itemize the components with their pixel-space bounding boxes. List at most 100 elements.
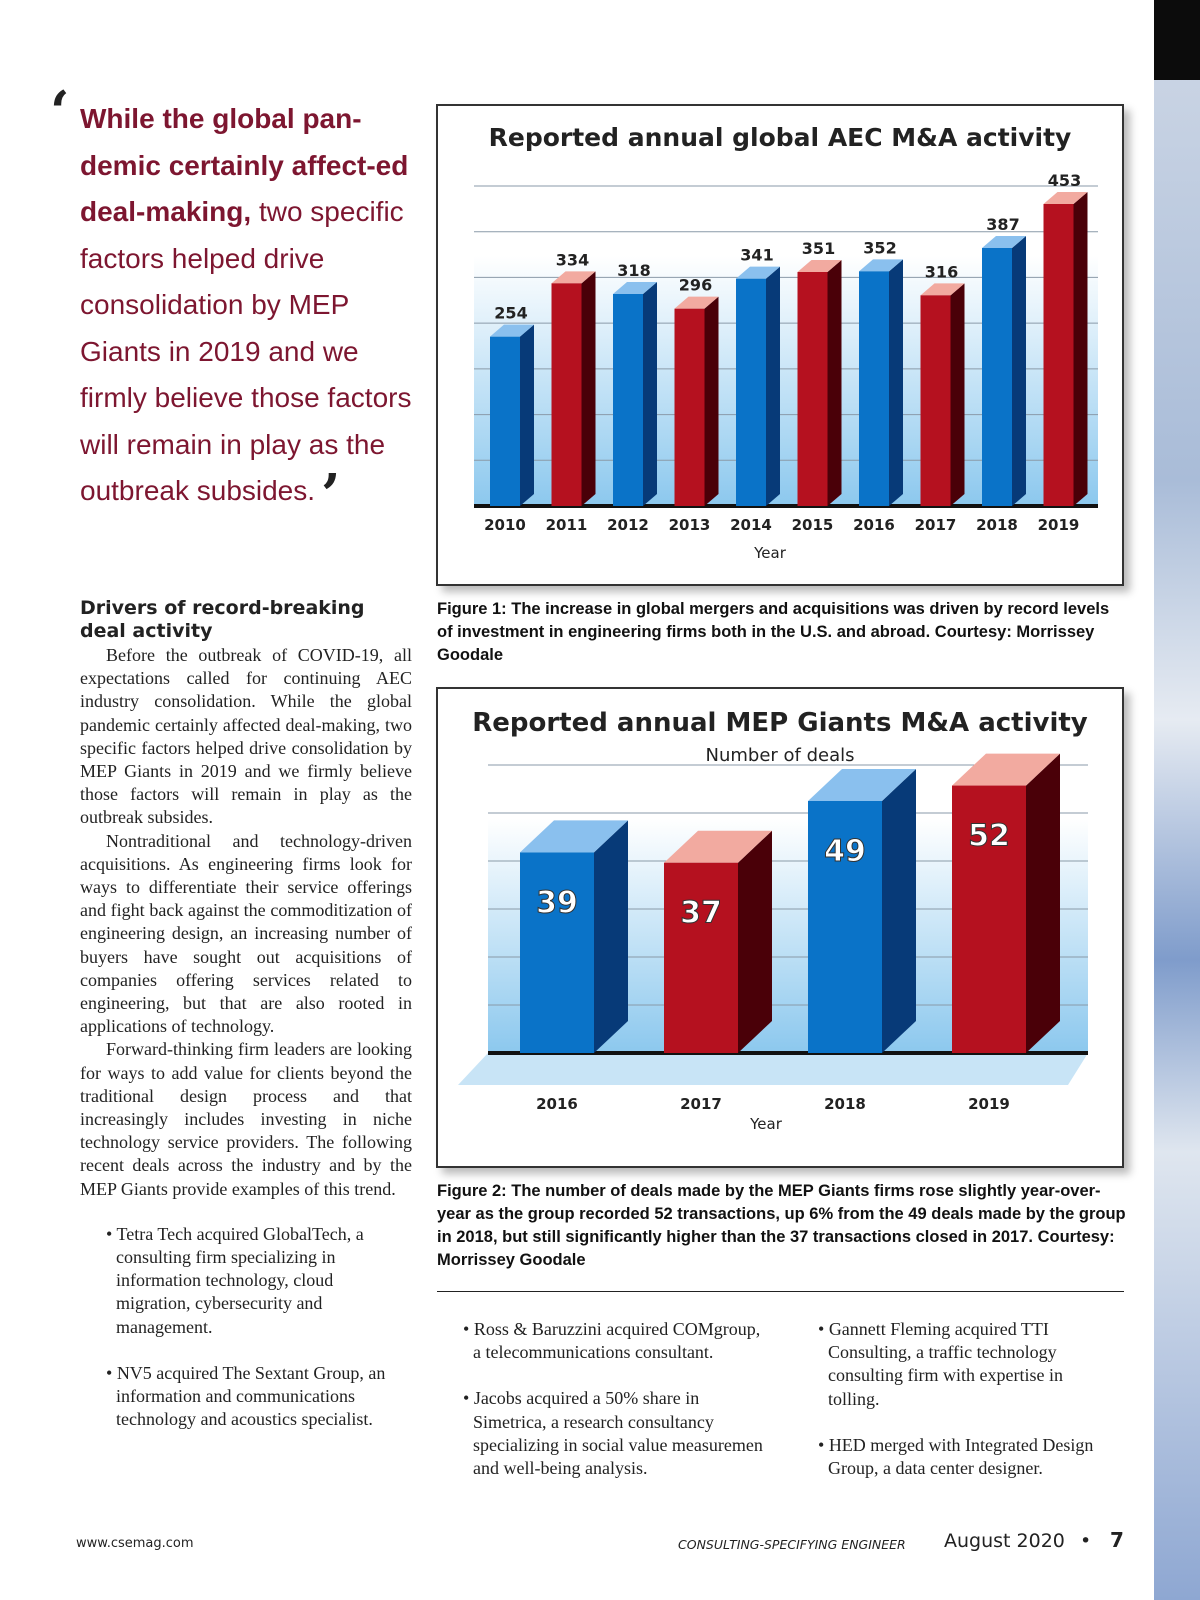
section-heading: Drivers of record-breaking deal activity: [80, 597, 365, 642]
chart-title: Reported annual global AEC M&A activity: [489, 123, 1072, 152]
x-tick-label: 2014: [730, 516, 772, 534]
bar-side: [594, 820, 628, 1053]
x-tick-label: 2013: [669, 516, 711, 534]
list-item: • Jacobs acquired a 50% share in Simetri…: [463, 1388, 763, 1479]
footer-magazine: CONSULTING-SPECIFYING ENGINEER: [678, 1537, 906, 1552]
bar-top: [920, 283, 965, 296]
bar-side: [950, 283, 965, 506]
data-label: 318: [617, 261, 650, 280]
data-label: 254: [494, 304, 527, 323]
data-label: 39: [536, 885, 578, 920]
bar-side: [704, 296, 719, 506]
open-quote-icon: ‘: [50, 79, 70, 145]
footer-date: August 2020: [944, 1530, 1065, 1552]
bar-top: [808, 769, 916, 801]
bar: [859, 271, 889, 506]
data-label: 351: [802, 239, 835, 258]
bar: [674, 308, 705, 506]
bar-top: [551, 271, 596, 284]
x-tick-label: 2019: [1038, 516, 1080, 534]
list-item: • Ross & Baruzzini acquired COMgroup, a …: [463, 1319, 761, 1363]
bar: [613, 294, 643, 506]
cover-photo-strip: [1154, 0, 1200, 1600]
data-label: 49: [824, 834, 866, 869]
bar-side: [1026, 753, 1060, 1053]
x-tick-label: 2018: [824, 1095, 866, 1113]
figure-1-chart: Reported annual global AEC M&A activity 2…: [436, 104, 1124, 586]
article-body: Before the outbreak of COVID-19, all exp…: [80, 644, 412, 1201]
bar-side: [882, 769, 916, 1053]
bullet-list-middle: • Ross & Baruzzini acquired COMgroup, a …: [463, 1318, 763, 1480]
data-label: 341: [740, 246, 773, 265]
data-label: 387: [986, 215, 1019, 234]
figure-2-chart: Reported annual MEP Giants M&A activity N…: [436, 687, 1124, 1168]
paragraph: Before the outbreak of COVID-19, all exp…: [80, 645, 412, 828]
bar-side: [827, 260, 842, 506]
x-axis-label: Year: [749, 1115, 783, 1133]
bar-top: [736, 266, 780, 279]
x-tick-label: 2018: [976, 516, 1018, 534]
data-label: 334: [556, 250, 589, 269]
bar: [797, 272, 828, 506]
x-tick-label: 2017: [680, 1095, 722, 1113]
divider: [437, 1291, 1124, 1292]
x-tick-label: 2012: [607, 516, 649, 534]
x-tick-label: 2015: [792, 516, 834, 534]
x-tick-label: 2016: [536, 1095, 578, 1113]
bar-side: [766, 266, 780, 506]
bullet-list-right: • Gannett Fleming acquired TTI Consultin…: [818, 1318, 1108, 1480]
x-tick-label: 2016: [853, 516, 895, 534]
list-item: • Gannett Fleming acquired TTI Consultin…: [818, 1319, 1063, 1409]
bar: [520, 852, 594, 1053]
bar: [551, 283, 582, 506]
data-label: 453: [1048, 171, 1081, 190]
bar: [736, 278, 766, 506]
bar: [490, 336, 520, 506]
bar-top: [982, 236, 1026, 248]
paragraph: Forward-thinking firm leaders are lookin…: [80, 1039, 412, 1199]
x-tick-label: 2010: [484, 516, 526, 534]
bar-side: [1073, 192, 1088, 506]
x-tick-label: 2019: [968, 1095, 1010, 1113]
left-column: Drivers of record-breaking deal activity…: [80, 597, 412, 1432]
paragraph: Nontraditional and technology-driven acq…: [80, 830, 412, 1037]
data-label: 52: [968, 819, 1010, 854]
pull-quote: While the global pan-demic certainly aff…: [80, 103, 412, 528]
bar-side: [520, 324, 534, 506]
chart-subtitle: Number of deals: [705, 745, 854, 766]
figure-2-caption: Figure 2: The number of deals made by th…: [437, 1182, 1126, 1269]
list-item: • Tetra Tech acquired GlobalTech, a cons…: [106, 1223, 364, 1337]
bar: [808, 801, 882, 1053]
footer-bullet: •: [1080, 1530, 1092, 1552]
data-label: 296: [679, 276, 712, 295]
x-axis-label: Year: [753, 544, 787, 562]
list-item: • NV5 acquired The Sextant Group, an inf…: [106, 1362, 386, 1430]
bullet-list-left: • Tetra Tech acquired GlobalTech, a cons…: [80, 1223, 396, 1432]
x-tick-label: 2017: [915, 516, 957, 534]
bar-top: [520, 820, 628, 853]
data-label: 352: [863, 238, 896, 257]
bar-top: [674, 296, 719, 309]
x-tick-label: 2011: [546, 516, 588, 534]
bar-side: [738, 830, 772, 1053]
pull-quote-bold: While the global pan-demic certainly aff…: [80, 103, 409, 227]
bar-top: [664, 830, 772, 863]
bar-top: [797, 260, 842, 272]
bar: [982, 248, 1012, 506]
bar-side: [581, 271, 596, 506]
bar: [664, 862, 738, 1053]
bar: [920, 295, 951, 506]
list-item: • HED merged with Integrated Design Grou…: [818, 1434, 1094, 1479]
black-tab: [1154, 0, 1200, 80]
bar: [952, 785, 1026, 1053]
bar: [1043, 204, 1074, 506]
figure-1-caption: Figure 1: The increase in global mergers…: [437, 600, 1110, 664]
bar-side: [889, 259, 903, 506]
chart-title: Reported annual MEP Giants M&A activity: [472, 708, 1088, 738]
bar-top: [859, 259, 903, 272]
bar-side: [643, 282, 657, 506]
footer-url: www.csemag.com: [76, 1536, 194, 1551]
bar-top: [1043, 192, 1088, 204]
plot-floor: [458, 1053, 1088, 1085]
bar-top: [490, 324, 534, 337]
